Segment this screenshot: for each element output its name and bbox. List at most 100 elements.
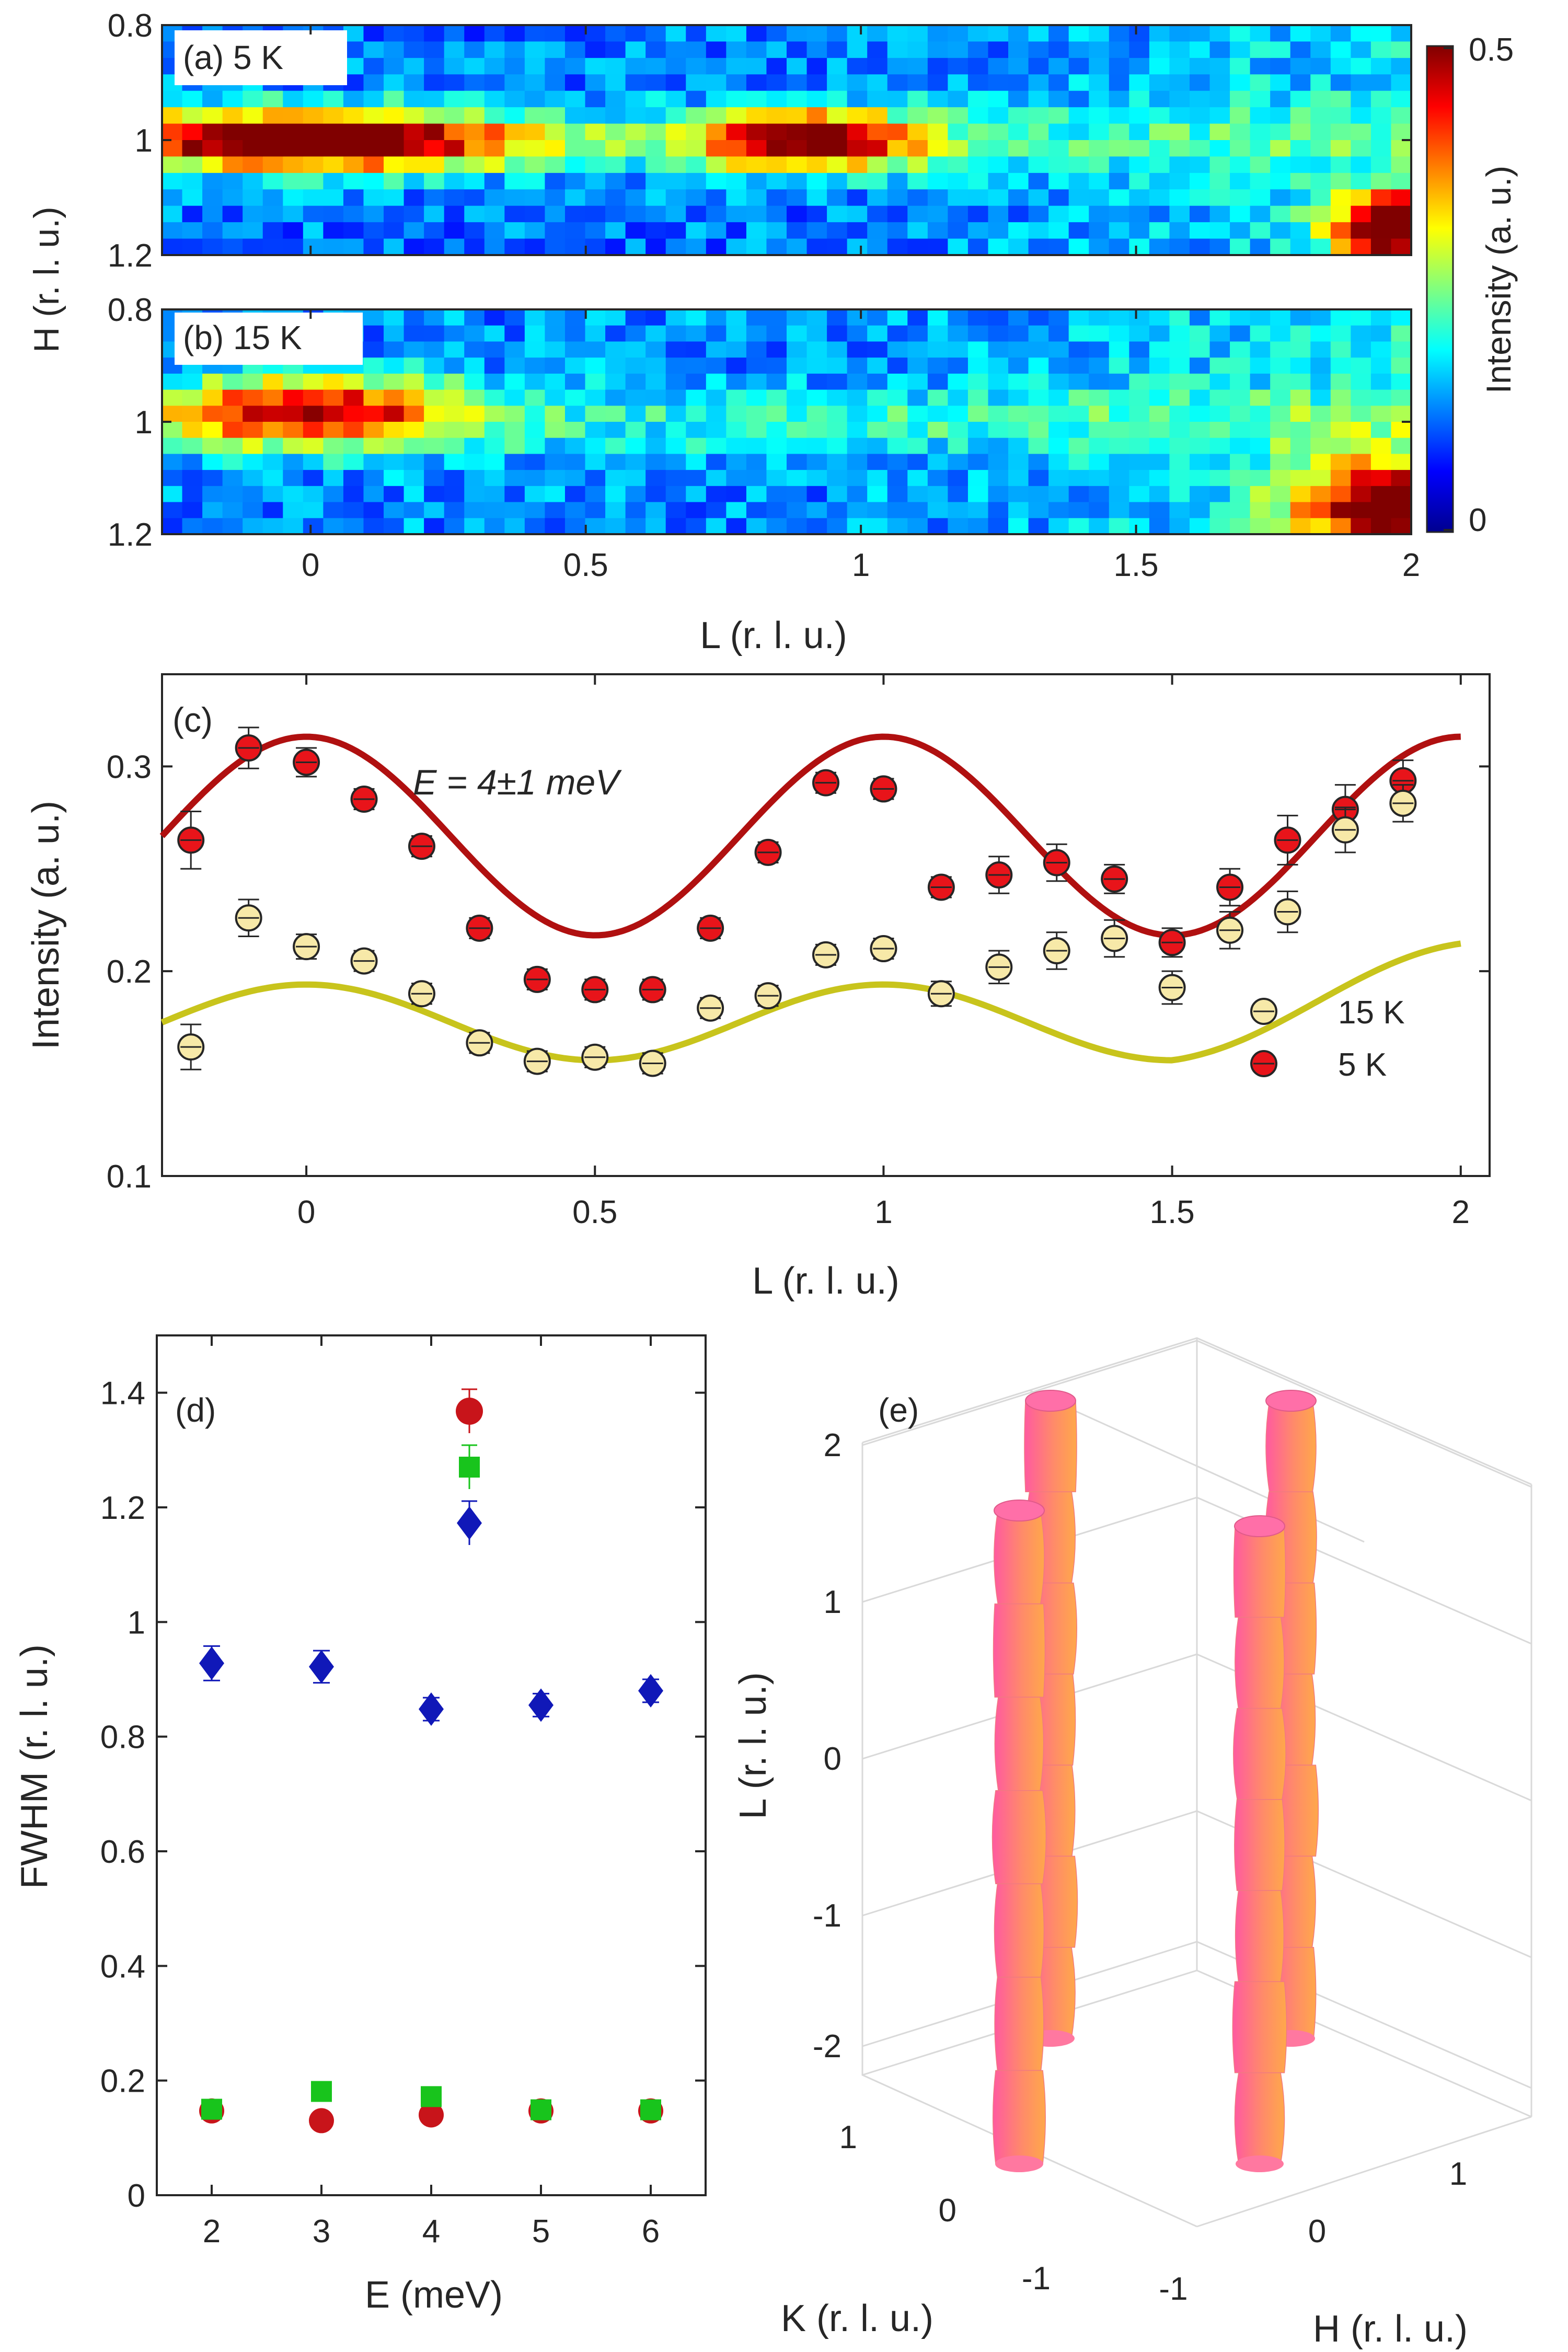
heatmap-cell	[243, 470, 263, 487]
heatmap-cell	[524, 205, 546, 223]
heatmap-cell	[262, 406, 283, 422]
heatmap-cell	[545, 309, 566, 326]
heatmap-a-label-bg	[175, 30, 347, 85]
heatmap-cell	[1209, 341, 1230, 358]
heatmap-cell	[1189, 341, 1210, 358]
heatmap-cell	[1391, 189, 1412, 206]
heatmap-cell	[162, 156, 183, 174]
heatmap-cell	[887, 172, 908, 190]
heatmap-cell	[464, 205, 485, 223]
rod-segment	[1265, 1400, 1317, 1493]
heatmap-cell	[847, 238, 868, 256]
heatmap-cell	[1008, 325, 1029, 342]
heatmap-cell	[1008, 74, 1029, 91]
heatmap-cell	[867, 325, 888, 342]
heatmap-cell	[1109, 470, 1129, 487]
heatmap-cell	[1370, 470, 1392, 487]
heatmap-cell	[706, 502, 727, 518]
heatmap-cell	[283, 222, 304, 239]
heatmap-cell	[564, 502, 586, 518]
heatmap-cell	[766, 389, 787, 406]
heatmap-cell	[1089, 454, 1110, 470]
data-point-k-scan	[531, 2099, 551, 2120]
panel-c-frame	[161, 673, 1491, 1177]
heatmap-cell	[424, 90, 445, 108]
heatmap-cell	[1250, 341, 1271, 358]
heatmap-cell	[645, 518, 666, 535]
heatmap-cell	[1048, 373, 1069, 390]
y-tick-label: 0.2	[100, 2063, 145, 2100]
heatmap-cell	[726, 470, 747, 487]
heatmap-cell	[1149, 222, 1170, 239]
heatmap-cell	[827, 156, 848, 174]
heatmap-cell	[1028, 172, 1049, 190]
heatmap-cell	[1048, 107, 1069, 124]
heatmap-cell	[564, 358, 586, 374]
heatmap-cell	[1230, 437, 1251, 455]
y-tick-label: 0.3	[107, 749, 152, 785]
heatmap-cell	[1109, 140, 1129, 157]
heatmap-cell	[1169, 373, 1190, 390]
heatmap-cell	[162, 238, 183, 256]
heatmap-cell	[363, 222, 384, 239]
heatmap-b-label-bg	[175, 313, 363, 365]
heatmap-cell	[625, 518, 646, 535]
heatmap-cell	[1068, 325, 1089, 342]
heatmap-cell	[847, 389, 868, 406]
heatmap-cell	[303, 156, 324, 174]
heatmap-cell	[1330, 502, 1351, 518]
heatmap-cell	[484, 156, 505, 174]
heatmap-cell	[303, 172, 324, 190]
heatmap-cell	[726, 486, 747, 503]
heatmap-cell	[363, 41, 384, 59]
heatmap-cell	[243, 389, 263, 406]
heatmap-cell	[766, 172, 787, 190]
heatmap-cell	[564, 41, 586, 59]
heatmap-cell	[605, 358, 626, 374]
heatmap-cell	[605, 470, 626, 487]
heatmap-cell	[444, 358, 465, 374]
heatmap-cell	[907, 107, 928, 124]
heatmap-cell	[484, 205, 505, 223]
heatmap-cell	[726, 309, 747, 326]
heatmap-cell	[1068, 156, 1089, 174]
heatmap-cell	[1370, 90, 1392, 108]
heatmap-cell	[927, 238, 948, 256]
heatmap-cell	[1089, 406, 1110, 422]
heatmap-cell	[464, 437, 485, 455]
heatmap-cell	[1270, 389, 1291, 406]
heatmap-cell	[867, 172, 888, 190]
heatmap-cell	[726, 205, 747, 223]
heatmap-cell	[706, 389, 727, 406]
heatmap-cell	[1351, 41, 1371, 59]
heatmap-cell	[424, 156, 445, 174]
heatmap-cell	[967, 406, 989, 422]
heatmap-cell	[585, 238, 606, 256]
heatmap-cell	[343, 140, 364, 157]
heatmap-cell	[1250, 172, 1271, 190]
heatmap-cell	[766, 309, 787, 326]
heatmap-cell	[887, 373, 908, 390]
heatmap-cell	[1008, 172, 1029, 190]
heatmap-cell	[867, 518, 888, 535]
heatmap-cell	[625, 189, 646, 206]
heatmap-cell	[948, 238, 969, 256]
heatmap-cell	[1230, 486, 1251, 503]
heatmap-cell	[1250, 502, 1271, 518]
heatmap-cell	[283, 123, 304, 141]
heatmap-cell	[1089, 25, 1110, 42]
heatmap-cell	[222, 238, 243, 256]
heatmap-cell	[766, 454, 787, 470]
heatmap-cell	[484, 238, 505, 256]
heatmap-cell	[1230, 325, 1251, 342]
heatmap-cell	[867, 341, 888, 358]
heatmap-cell	[806, 189, 827, 206]
heatmap-cell	[887, 341, 908, 358]
heatmap-cell	[645, 406, 666, 422]
heatmap-cell	[323, 222, 344, 239]
heatmap-cell	[1028, 454, 1049, 470]
heatmap-cell	[806, 389, 827, 406]
heatmap-cell	[847, 25, 868, 42]
heatmap-cell	[162, 373, 183, 390]
heatmap-cell	[303, 454, 324, 470]
